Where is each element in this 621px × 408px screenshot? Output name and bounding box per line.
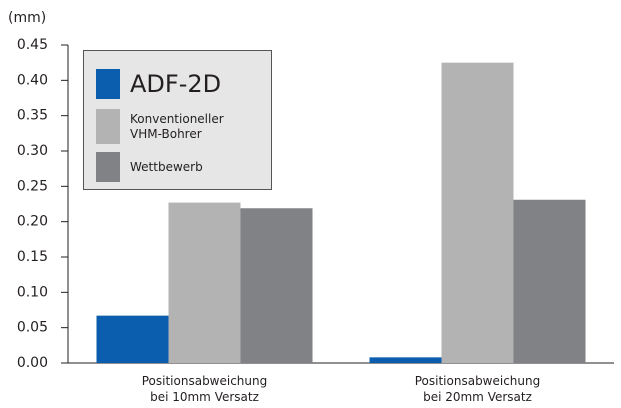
y-tick-label: 0.05 (17, 320, 48, 336)
legend-entry: Konventioneller VHM-Bohrer (96, 109, 224, 144)
legend-entry: Wettbewerb (96, 152, 203, 182)
legend-swatch (96, 109, 120, 144)
bar (240, 208, 313, 363)
legend-label: Konventioneller VHM-Bohrer (130, 111, 224, 141)
y-tick-label: 0.10 (17, 284, 48, 300)
bar (441, 62, 514, 364)
x-tick-label: Positionsabweichung bei 20mm Versatz (414, 374, 541, 404)
y-tick-label: 0.40 (17, 72, 48, 88)
legend-label: ADF-2D (130, 69, 222, 98)
bar (168, 202, 241, 363)
bar (96, 315, 169, 363)
legend-label: Wettbewerb (130, 159, 203, 174)
y-tick-label: 0.35 (17, 108, 48, 124)
y-tick-label: 0.15 (17, 249, 48, 265)
y-tick-label: 0.00 (17, 355, 48, 371)
y-tick-label: 0.30 (17, 143, 48, 159)
y-tick-label: 0.45 (17, 37, 48, 53)
bar (513, 199, 586, 363)
x-tick-label: Positionsabweichung bei 10mm Versatz (141, 374, 268, 404)
y-tick-label: 0.20 (17, 214, 48, 230)
y-axis-label: (mm) (8, 10, 46, 26)
legend: ADF-2D Konventioneller VHM-Bohrer Wettbewe… (83, 50, 272, 190)
legend-swatch (96, 69, 120, 99)
y-tick-label: 0.25 (17, 178, 48, 194)
legend-swatch (96, 152, 120, 182)
bar (369, 357, 442, 363)
legend-entry: ADF-2D (96, 69, 221, 99)
